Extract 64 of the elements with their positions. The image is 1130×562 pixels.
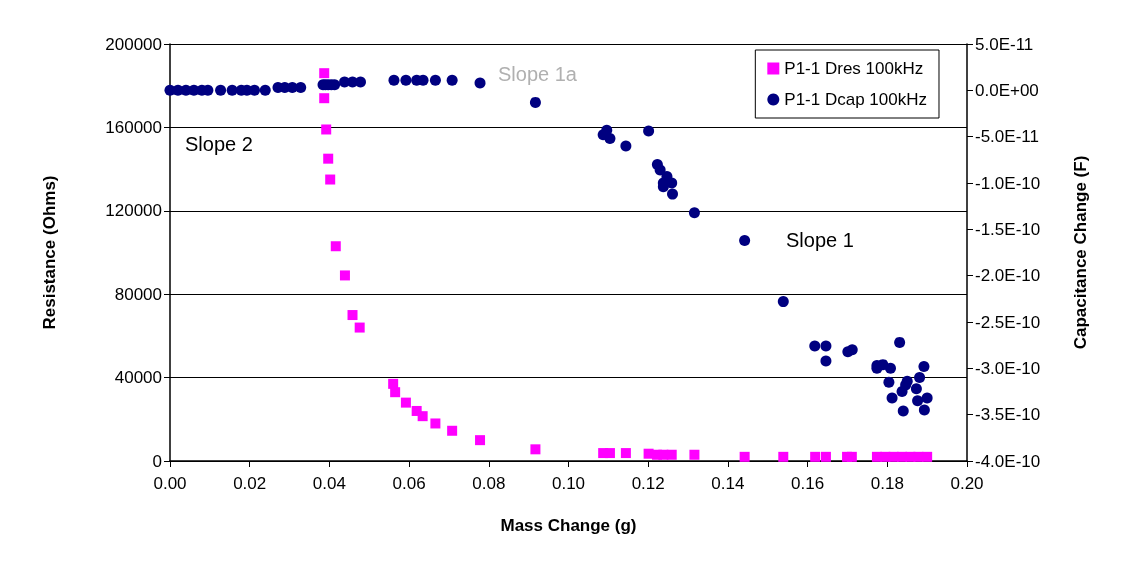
point [447,425,458,436]
x-tick-label: 0.00 [153,474,187,493]
point [689,449,700,460]
y2-tick-label: -1.5E-10 [975,219,1041,239]
point [604,448,615,459]
legend-label: P1-1 Dres 100kHz [784,59,924,78]
point [658,449,669,460]
x-tick-label: 0.16 [791,474,825,493]
x-tick-label: 0.18 [870,474,904,493]
point [354,322,365,333]
y-tick-label: 200000 [105,34,162,54]
point [846,451,857,462]
point [390,387,401,398]
point [620,448,631,459]
y-tick-label: 0 [152,451,162,471]
x-tick-label: 0.12 [631,474,665,493]
point [778,451,789,462]
point [475,435,486,446]
y2-tick-label: -3.5E-10 [975,405,1041,425]
point [400,397,411,408]
point [339,270,350,281]
y2-axis-title: Capacitance Change (F) [1071,155,1090,350]
point [530,444,541,455]
point [325,174,336,185]
y2-tick-label: -4.0E-10 [975,451,1041,471]
x-tick-label: 0.08 [472,474,506,493]
point [347,310,358,321]
y2-tick-label: -2.5E-10 [975,312,1041,332]
x-tick-label: 0.14 [711,474,745,493]
point [417,411,428,422]
point [321,124,332,135]
point [913,451,924,462]
x-axis-title: Mass Change (g) [500,516,637,535]
y2-tick-label: -5.0E-11 [975,127,1039,147]
point [810,451,821,462]
point [880,451,891,462]
x-tick-label: 0.02 [233,474,267,493]
y-tick-label: 40000 [114,368,162,388]
point [319,93,330,104]
x-tick-label: 0.20 [950,474,984,493]
y2-tick-label: -3.0E-10 [975,358,1041,378]
point [820,451,831,462]
point [330,241,341,252]
y2-tick-label: 0.0E+00 [975,80,1039,100]
y-tick-label: 160000 [105,117,162,137]
legend-label: P1-1 Dcap 100kHz [784,90,928,109]
y2-tick-label: -1.0E-10 [975,173,1041,193]
annotation: Slope 2 [185,133,253,155]
annotation: Slope 1 [786,229,854,251]
x-tick-label: 0.10 [551,474,586,493]
y-tick-label: 120000 [105,201,162,221]
x-tick-label: 0.04 [312,474,346,493]
point [430,418,441,429]
annotation: Slope 1a [498,63,578,85]
y2-tick-label: -2.0E-10 [975,266,1041,286]
point [666,449,677,460]
y-axis-title: Resistance (Ohms) [40,175,59,330]
y2-tick-label: 5.0E-11 [975,34,1034,54]
point [323,153,334,164]
point [319,68,330,79]
point [739,451,750,462]
point [922,451,933,462]
y-tick-label: 80000 [114,284,162,304]
x-tick-label: 0.06 [392,474,426,493]
